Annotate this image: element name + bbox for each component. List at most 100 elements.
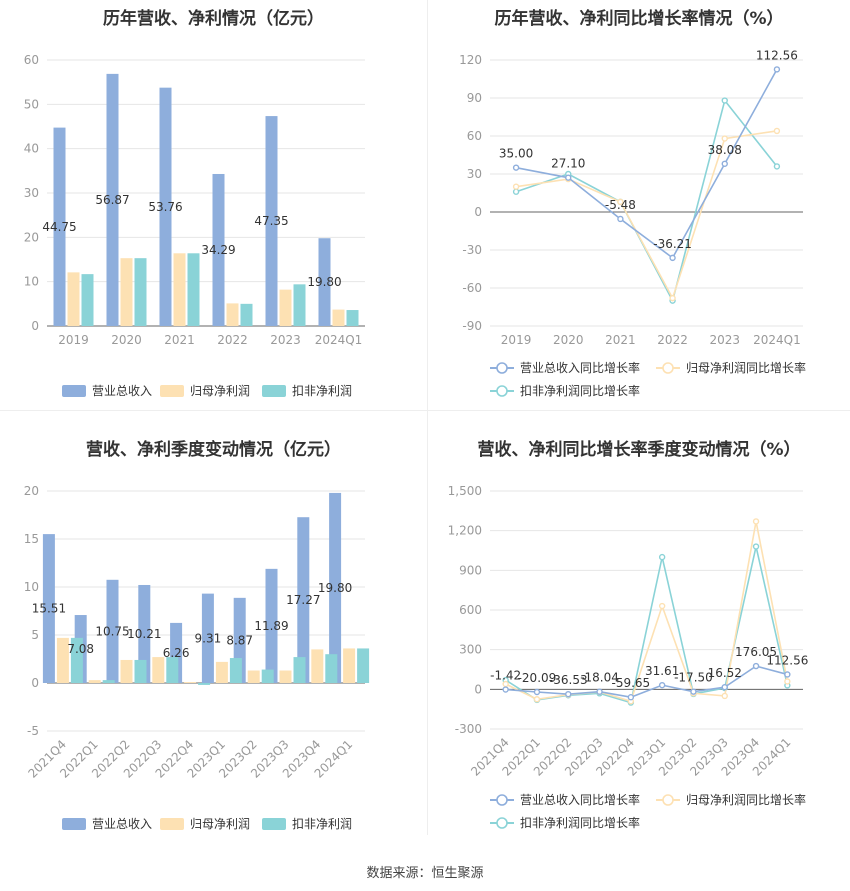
y-tick-label: 120	[459, 53, 482, 67]
legend-label: 扣非净利润	[292, 384, 352, 398]
y-tick-label: -90	[462, 319, 482, 333]
x-tick-label: 2023	[270, 333, 301, 347]
y-tick-label: 20	[24, 484, 39, 498]
y-tick-label: -60	[462, 281, 482, 295]
x-tick-label: 2021	[164, 333, 195, 347]
bar	[201, 593, 214, 683]
x-tick-label: 2021	[605, 333, 636, 347]
data-point	[658, 681, 666, 689]
data-label: 15.51	[32, 602, 66, 616]
data-label: 176.05	[735, 645, 777, 659]
legend-label: 营业总收入同比增长率	[520, 360, 640, 375]
data-point	[512, 164, 520, 171]
data-label: -20.09	[518, 671, 557, 685]
legend-point-marker	[496, 362, 508, 374]
data-point	[533, 688, 541, 696]
bar	[159, 87, 172, 326]
data-point	[565, 174, 572, 181]
bar	[293, 284, 306, 326]
horizontal-divider	[0, 410, 850, 411]
data-point	[721, 97, 728, 104]
bar	[325, 654, 338, 683]
data-label: -17.50	[674, 671, 713, 685]
data-point	[512, 183, 520, 190]
data-label: 7.08	[67, 642, 94, 656]
bar	[265, 568, 278, 683]
bar	[318, 238, 331, 326]
data-point	[658, 602, 666, 610]
y-tick-label: 1,200	[448, 524, 482, 538]
y-tick-label: 10	[24, 580, 39, 594]
y-tick-label: 60	[467, 129, 482, 143]
data-point	[565, 690, 572, 698]
y-tick-label: 0	[474, 205, 482, 219]
legend-point-marker	[496, 385, 508, 397]
chart-title: 历年营收、净利同比增长率情况（%）	[494, 9, 784, 29]
y-tick-label: 1,500	[448, 484, 482, 498]
data-label: 47.35	[254, 214, 288, 228]
bar	[265, 116, 278, 326]
data-point	[721, 160, 728, 167]
data-point	[721, 135, 728, 142]
legend-label: 营业总收入	[92, 384, 152, 398]
bar	[198, 683, 211, 685]
y-tick-label: 10	[24, 275, 39, 289]
x-tick-label: 2022	[657, 333, 688, 347]
legend-swatch	[160, 818, 184, 830]
bar	[279, 670, 292, 683]
bar	[42, 534, 55, 683]
data-point	[617, 198, 624, 206]
legend-swatch	[160, 385, 184, 397]
data-label: 44.75	[42, 220, 76, 234]
bar	[138, 584, 151, 683]
data-label: 53.76	[148, 200, 182, 214]
data-point	[617, 215, 624, 223]
data-point	[512, 188, 520, 195]
y-tick-label: 20	[24, 230, 39, 244]
data-point	[533, 696, 541, 703]
bar	[215, 661, 228, 683]
y-tick-label: 300	[459, 643, 482, 657]
data-point	[627, 694, 635, 701]
bar	[70, 637, 83, 683]
data-label: 35.00	[499, 147, 533, 161]
bar	[88, 680, 101, 683]
legend-label: 归母净利润	[190, 384, 250, 398]
bar	[329, 492, 342, 683]
series-line	[505, 665, 788, 699]
legend-label: 归母净利润同比增长率	[686, 792, 806, 807]
y-tick-label: 40	[24, 142, 39, 156]
bar	[166, 657, 179, 683]
vertical-divider	[427, 0, 428, 835]
y-tick-label: 900	[459, 563, 482, 577]
y-tick-label: -300	[455, 722, 482, 736]
data-source-footer: 数据来源：恒生聚源	[366, 866, 484, 881]
legend-label: 营业总收入同比增长率	[520, 792, 640, 807]
data-point	[502, 686, 509, 693]
data-label: 10.21	[127, 627, 161, 641]
bar	[184, 682, 197, 683]
x-tick-label: 2020	[111, 333, 142, 347]
legend-point-marker	[496, 817, 508, 829]
data-label: -36.21	[653, 237, 692, 251]
data-label: 6.26	[163, 646, 190, 660]
data-label: 10.75	[95, 624, 129, 638]
y-tick-label: -5	[27, 724, 39, 738]
legend-label: 归母净利润	[190, 817, 250, 831]
data-label: 112.56	[766, 653, 808, 667]
bar	[357, 648, 370, 683]
x-tick-label: 2024Q1	[315, 333, 363, 347]
legend-swatch	[62, 385, 86, 397]
quarterly-growth-rate-chart: 营收、净利同比增长率季度变动情况（%） -300 0 300 600 900 1,200 1…	[428, 411, 850, 841]
annual-revenue-profit-chart: 历年营收、净利情况（亿元） 0 10 20 30 40 50 60 2019 2020 2021 2…	[0, 0, 427, 410]
y-tick-label: 600	[459, 603, 482, 617]
bar	[173, 253, 186, 326]
data-label: 17.27	[286, 593, 320, 607]
legend-label: 营业总收入	[92, 817, 152, 831]
bar	[120, 659, 133, 683]
data-label: 19.80	[318, 581, 352, 595]
legend-swatch	[262, 385, 286, 397]
bar	[106, 579, 119, 683]
y-tick-label: 0	[31, 319, 39, 333]
x-tick-label: 2019	[58, 333, 89, 347]
